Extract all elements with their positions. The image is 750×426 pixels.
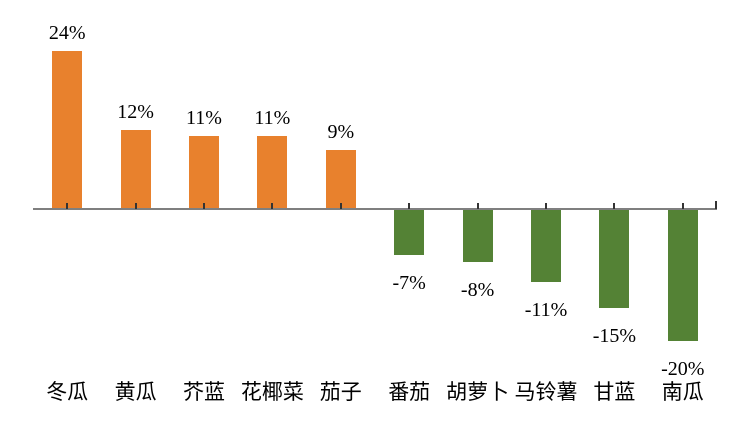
value-label: 9% <box>327 120 355 143</box>
axis-tick <box>613 203 616 209</box>
bar <box>189 136 219 209</box>
bar <box>394 209 425 256</box>
axis-tick <box>271 203 274 209</box>
bar <box>462 209 493 262</box>
category-label: 甘蓝 <box>593 380 636 404</box>
bar <box>120 129 151 209</box>
x-axis <box>33 208 717 210</box>
category-label: 南瓜 <box>661 380 704 404</box>
value-label: -7% <box>392 272 426 295</box>
category-label: 马铃薯 <box>514 380 578 404</box>
value-label: 12% <box>117 100 154 123</box>
axis-tick <box>66 203 69 209</box>
bar <box>325 149 356 209</box>
category-label: 芥蓝 <box>183 380 225 404</box>
bar <box>531 209 561 282</box>
bar <box>599 209 630 308</box>
value-label: 11% <box>186 107 222 130</box>
bar <box>667 209 698 341</box>
value-label: 24% <box>48 21 86 44</box>
axis-end-tick <box>715 201 717 209</box>
category-label: 冬瓜 <box>46 380 89 404</box>
value-label: -11% <box>524 298 568 321</box>
value-label: -8% <box>460 278 495 301</box>
axis-tick <box>203 203 205 209</box>
axis-tick <box>681 203 684 209</box>
axis-tick <box>339 203 342 209</box>
category-label: 花椰菜 <box>240 380 304 404</box>
value-label: -20% <box>661 358 705 380</box>
axis-tick <box>408 203 411 209</box>
value-label: 11% <box>254 107 291 130</box>
bar <box>52 50 83 209</box>
bar <box>257 136 288 209</box>
category-label: 黄瓜 <box>114 380 157 404</box>
category-label: 茄子 <box>319 380 362 404</box>
axis-tick <box>545 203 547 209</box>
category-label: 胡萝卜 <box>446 380 510 404</box>
category-label: 番茄 <box>388 380 431 404</box>
axis-tick <box>134 203 137 209</box>
value-label: -15% <box>592 325 637 347</box>
axis-tick <box>476 203 479 209</box>
